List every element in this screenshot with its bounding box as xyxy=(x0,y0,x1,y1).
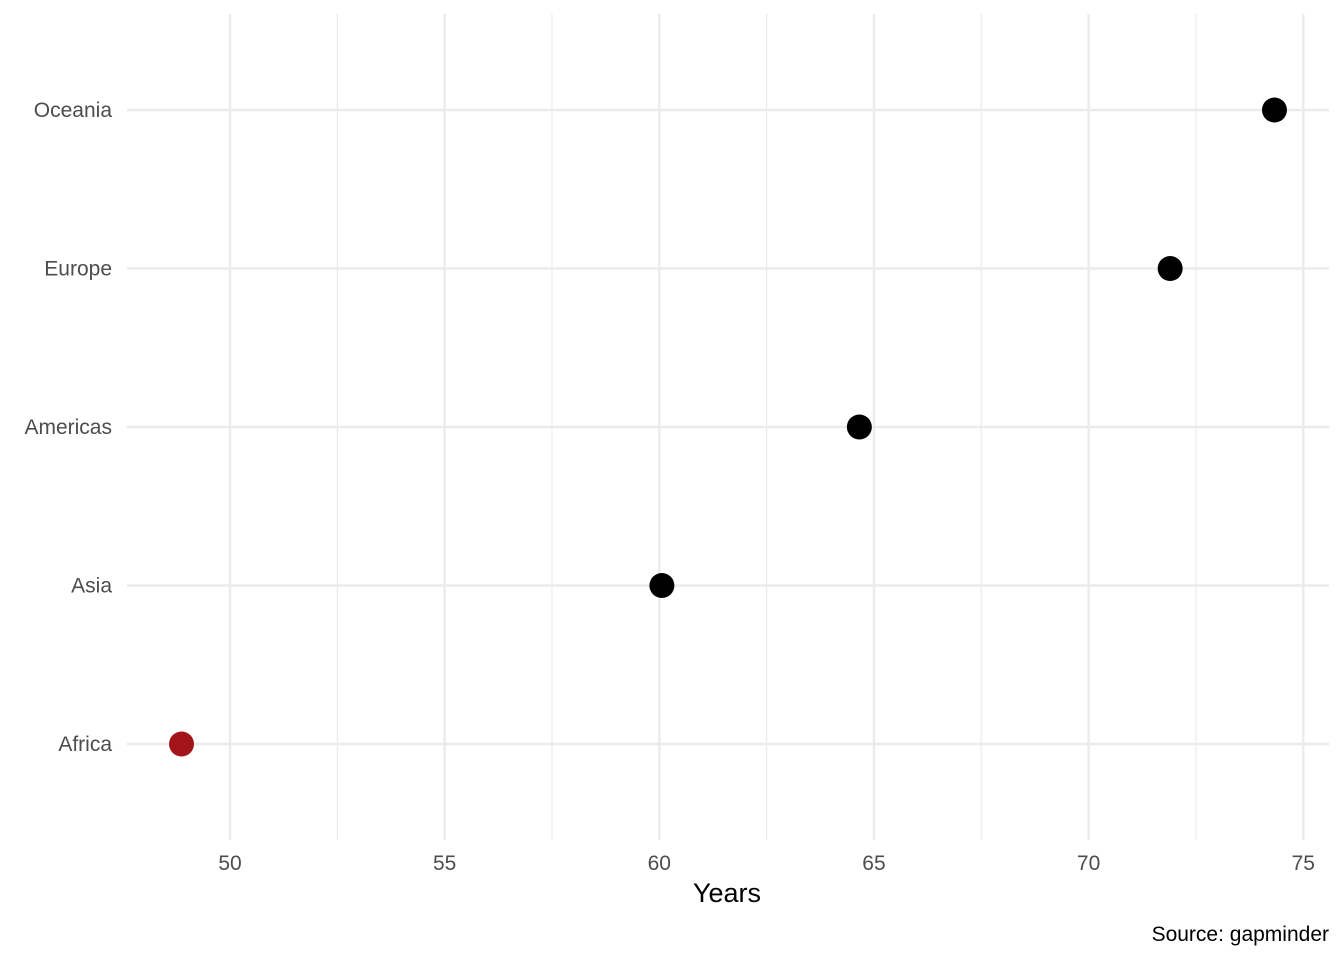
x-tick-label: 70 xyxy=(1077,852,1100,875)
y-tick-label: Europe xyxy=(44,258,112,281)
y-tick-label: Asia xyxy=(71,575,112,598)
data-point-oceania xyxy=(1261,97,1287,123)
caption: Source: gapminder xyxy=(1152,923,1329,946)
data-points xyxy=(169,97,1287,757)
data-point-americas xyxy=(846,414,872,440)
y-tick-label: Americas xyxy=(24,416,112,439)
x-tick-label: 50 xyxy=(218,852,241,875)
data-point-africa xyxy=(169,731,195,757)
y-tick-label: Oceania xyxy=(34,99,113,122)
x-tick-label: 65 xyxy=(862,852,885,875)
major-gridlines xyxy=(127,14,1329,840)
x-axis-title: Years xyxy=(693,878,761,908)
x-tick-label: 60 xyxy=(648,852,671,875)
data-point-asia xyxy=(649,573,675,598)
x-axis-labels: 50 55 60 65 70 75 xyxy=(218,852,1315,875)
y-tick-label: Africa xyxy=(58,733,112,756)
x-tick-label: 55 xyxy=(433,852,456,875)
x-tick-label: 75 xyxy=(1292,852,1315,875)
data-point-europe xyxy=(1157,256,1183,281)
y-axis-labels: Africa Asia Americas Europe Oceania xyxy=(24,99,112,756)
